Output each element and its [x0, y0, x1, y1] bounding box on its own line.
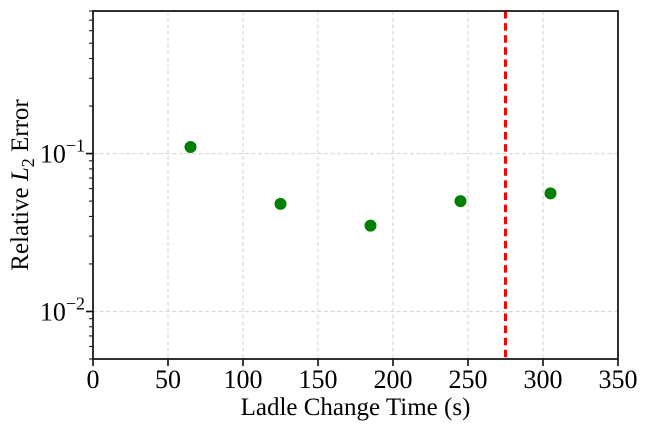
- data-point: [274, 197, 287, 210]
- x-tick-label: 300: [524, 365, 563, 394]
- y-axis-label-sub: 2: [18, 158, 38, 168]
- data-point: [184, 141, 197, 154]
- data-point: [454, 195, 467, 208]
- x-tick-label: 50: [155, 365, 181, 394]
- x-axis-label: Ladle Change Time (s): [240, 394, 471, 421]
- y-axis-label-pre: Relative: [7, 181, 34, 271]
- x-tick-label: 0: [87, 365, 100, 394]
- gridlines: [92, 11, 619, 359]
- y-tick-label: 10−1: [40, 136, 85, 169]
- plot-border: [92, 10, 619, 360]
- data-point: [364, 219, 377, 232]
- axes-spines: [92, 10, 619, 360]
- x-tick-label: 250: [449, 365, 488, 394]
- x-tick-label: 100: [224, 365, 263, 394]
- y-axis-label-var: L: [7, 167, 34, 182]
- axis-ticks: [86, 10, 619, 366]
- tick-labels: 0 50 100 150 200 250 300 350 10−1 10−2: [40, 136, 638, 394]
- y-tick-label: 10−2: [40, 293, 85, 326]
- data-point: [544, 187, 557, 200]
- y-axis-label: Relative L2 Error: [7, 99, 38, 271]
- x-tick-label: 350: [599, 365, 638, 394]
- y-axis-label-post: Error: [7, 99, 34, 159]
- data-points: [184, 141, 557, 232]
- x-tick-label: 200: [374, 365, 413, 394]
- x-tick-label: 150: [299, 365, 338, 394]
